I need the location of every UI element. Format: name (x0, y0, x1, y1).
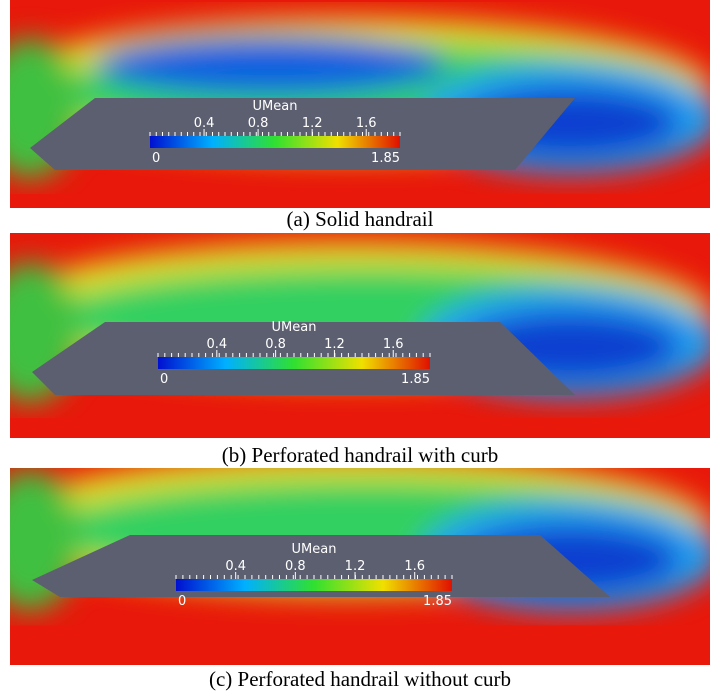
tick-label: 1.2 (302, 116, 323, 131)
tick-label: 0.8 (285, 559, 306, 574)
colorbar-title: UMean (253, 99, 298, 114)
flow-panel: UMean 0.4 0.8 1.2 1.6 0 1.85 (10, 468, 710, 665)
colorbar-title: UMean (292, 542, 337, 557)
tick-label: 0.8 (265, 337, 286, 352)
colorbar (158, 357, 430, 369)
max-label: 1.85 (423, 594, 452, 609)
deck (30, 98, 575, 170)
tick-label: 0.4 (194, 116, 215, 131)
colorbar (150, 136, 400, 148)
min-label: 0 (152, 151, 160, 166)
tick-label: 1.6 (356, 116, 377, 131)
max-label: 1.85 (371, 151, 400, 166)
caption: (b) Perforated handrail with curb (0, 443, 720, 468)
colorbar (176, 579, 452, 591)
tick-label: 1.2 (324, 337, 345, 352)
flow-panel: UMean 0.4 0.8 1.2 1.6 0 1.85 (10, 233, 710, 438)
figure: UMean 0.4 0.8 1.2 1.6 0 1.85 (a) Solid handrail… (0, 0, 720, 693)
tick-label: 0.4 (206, 337, 227, 352)
tick-label: 0.4 (225, 559, 246, 574)
bubble (95, 35, 445, 95)
colorbar-title: UMean (272, 320, 317, 335)
caption: (c) Perforated handrail without curb (0, 667, 720, 692)
flow-panel: UMean 0.4 0.8 1.2 1.6 0 1.85 (10, 0, 710, 208)
tick-label: 1.6 (404, 559, 425, 574)
tick-label: 0.8 (248, 116, 269, 131)
tick-label: 1.2 (345, 559, 366, 574)
min-label: 0 (160, 372, 168, 387)
max-label: 1.85 (401, 372, 430, 387)
tick-label: 1.6 (383, 337, 404, 352)
min-label: 0 (178, 594, 186, 609)
caption: (a) Solid handrail (0, 207, 720, 232)
